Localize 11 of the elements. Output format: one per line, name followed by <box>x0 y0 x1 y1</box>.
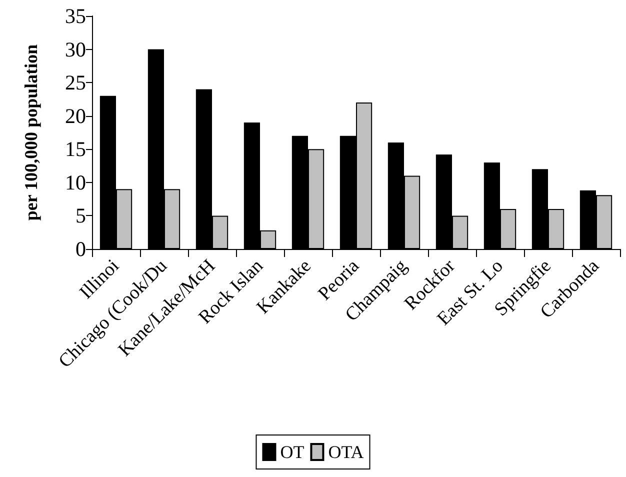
y-axis-title: per 100,000 population <box>21 44 41 221</box>
y-tick-label: 0 <box>76 237 86 261</box>
legend-label: OT <box>280 442 304 462</box>
y-tick-label: 20 <box>65 104 86 128</box>
y-tick-label: 35 <box>65 4 86 28</box>
y-tick-label: 15 <box>65 137 86 162</box>
y-tick-label: 30 <box>65 37 86 62</box>
legend-label: OTA <box>328 442 364 462</box>
y-tick-label: 10 <box>65 170 86 194</box>
y-tick-label: 5 <box>76 204 86 228</box>
y-tick-label: 25 <box>65 70 86 95</box>
